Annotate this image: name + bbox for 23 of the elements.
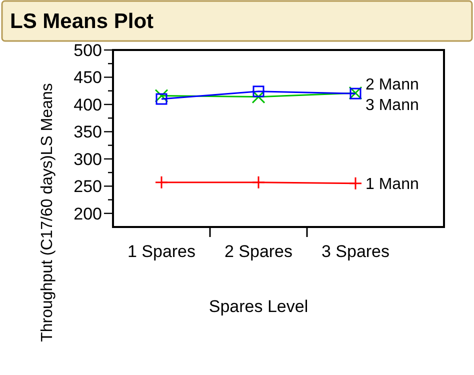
- series-label: 3 Mann: [366, 97, 419, 114]
- point: [252, 86, 264, 98]
- y-axis-title: Throughput (C17/60 days)LS Means: [39, 83, 56, 342]
- x-tick-label: 1 Spares: [127, 242, 196, 261]
- y-tick-label: 400: [74, 95, 102, 114]
- y-tick-label: 500: [74, 40, 102, 60]
- point: [154, 89, 168, 102]
- point: [154, 176, 168, 190]
- chart-title: LS Means Plot: [10, 10, 154, 33]
- point: [156, 93, 168, 105]
- x-tick-label: 3 Spares: [321, 242, 390, 261]
- y-tick-label: 350: [74, 122, 102, 142]
- point: [252, 176, 266, 190]
- y-tick-label: 450: [74, 68, 102, 88]
- x-axis-title: Spares Level: [208, 297, 308, 316]
- y-tick-label: 200: [74, 204, 102, 224]
- y-tick-label: 250: [74, 177, 102, 196]
- series-label: 2 Mann: [366, 76, 419, 94]
- x-tick-label: 2 Spares: [224, 242, 293, 261]
- point: [252, 90, 266, 104]
- point: [348, 176, 362, 190]
- series-label: 1 Mann: [366, 176, 419, 194]
- y-tick-label: 300: [74, 150, 102, 169]
